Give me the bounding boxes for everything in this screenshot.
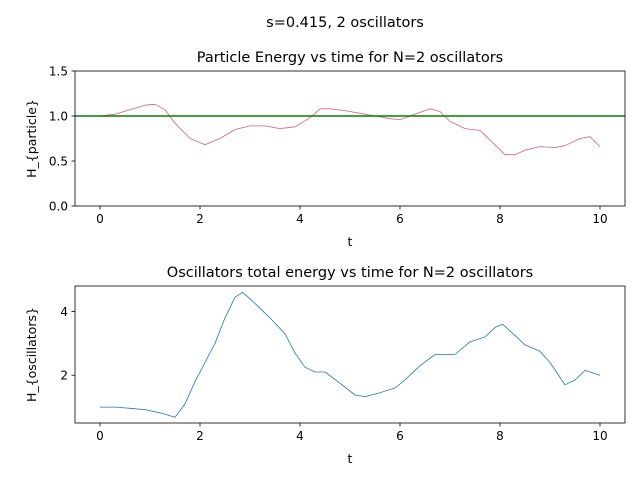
- chart-1-x-tick-label: 2: [196, 212, 204, 226]
- chart-1-y-axis-label: H_{particle}: [24, 99, 39, 178]
- chart-1-series-line-1: [99, 103, 601, 156]
- chart-1-title: Particle Energy vs time for N=2 oscillat…: [197, 50, 504, 66]
- chart-1-y-tick-label: 0.5: [49, 154, 68, 168]
- chart-2: 0 2 4 6 8 10 2 4 Oscillators total energy vs tim…: [24, 265, 626, 466]
- chart-1-x-tick-label: 10: [592, 212, 607, 226]
- chart-1-x-tick-label: 4: [296, 212, 304, 226]
- chart-2-title: Oscillators total energy vs time for N=2…: [167, 265, 533, 281]
- chart-1: 0 2 4 6 8 10 0.0 0.5 1.0 1.5 Particle Energy vs ti…: [24, 50, 626, 249]
- chart-2-x-tick-label: 8: [496, 429, 504, 443]
- chart-2-y-tick-label: 2: [60, 369, 68, 383]
- chart-1-x-tick-label: 0: [96, 212, 104, 226]
- chart-2-y-tick-label: 4: [60, 305, 68, 319]
- chart-1-y-tick-label: 0.0: [49, 199, 68, 213]
- chart-1-x-axis-label: t: [348, 234, 353, 249]
- chart-2-axes-frame: [74, 285, 626, 424]
- chart-2-x-axis-label: t: [348, 451, 353, 466]
- chart-2-x-tick-label: 6: [396, 429, 404, 443]
- chart-1-y-tick-label: 1.0: [49, 109, 68, 123]
- chart-1-axes-frame: [74, 70, 626, 207]
- chart-2-y-axis-label: H_{oscillators}: [24, 307, 39, 402]
- chart-1-x-tick-label: 6: [396, 212, 404, 226]
- chart-1-x-tick-label: 8: [496, 212, 504, 226]
- chart-2-x-tick-label: 2: [196, 429, 204, 443]
- figure-suptitle: s=0.415, 2 oscillators: [266, 15, 424, 31]
- chart-2-series-line-1: [100, 291, 601, 418]
- chart-2-x-tick-label: 0: [96, 429, 104, 443]
- chart-2-x-tick-label: 4: [296, 429, 304, 443]
- chart-1-y-tick-label: 1.5: [49, 64, 68, 78]
- chart-2-x-tick-label: 10: [592, 429, 607, 443]
